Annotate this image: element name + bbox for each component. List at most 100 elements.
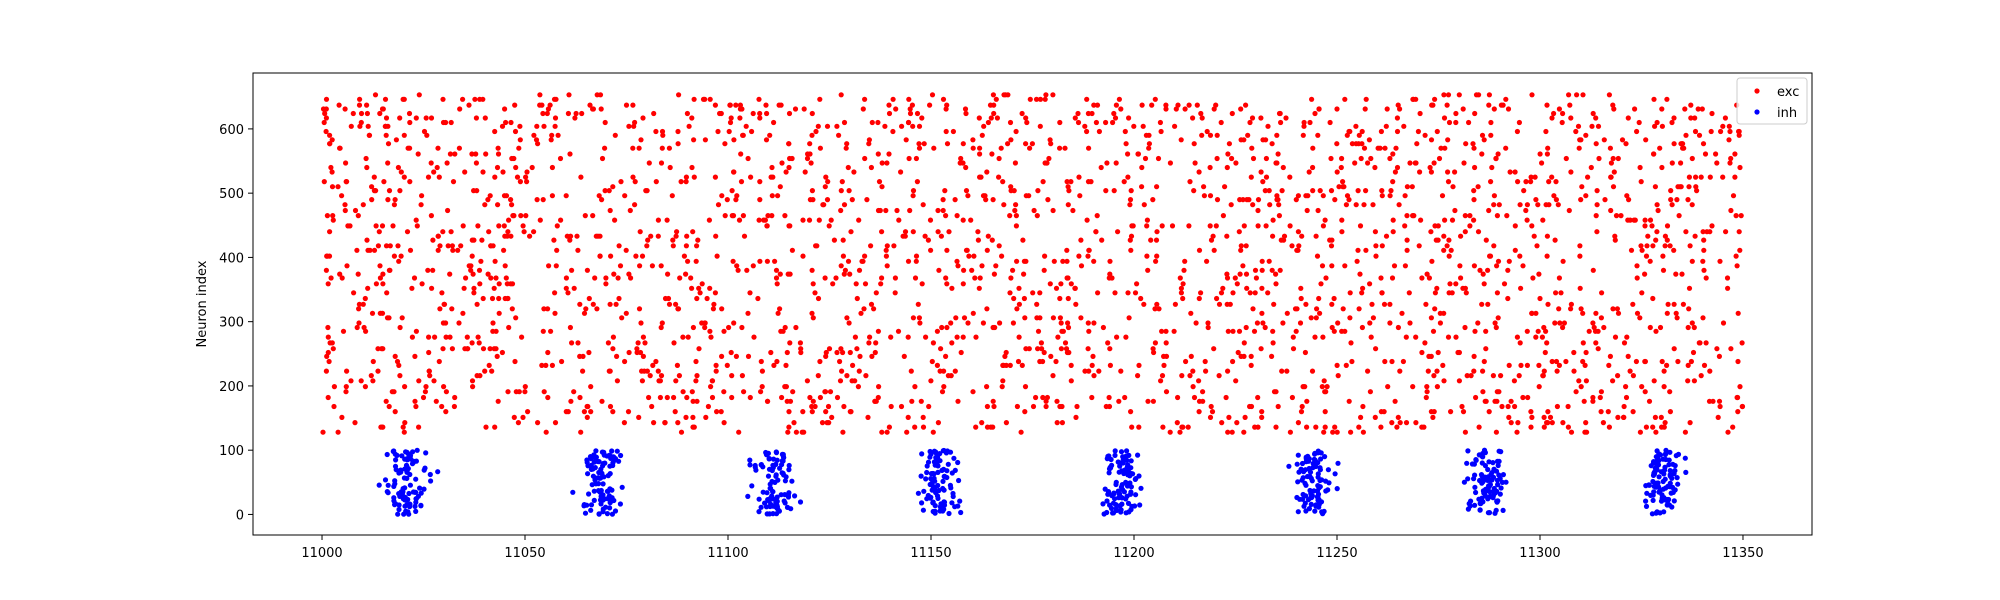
exc-spike-point (518, 213, 524, 219)
exc-spike-point (1152, 340, 1158, 346)
exc-spike-point (1023, 115, 1029, 121)
exc-spike-point (1716, 398, 1723, 404)
exc-spike-point (1219, 420, 1225, 426)
exc-spike-point (934, 362, 941, 368)
exc-spike-point (1078, 237, 1084, 243)
exc-spike-point (708, 384, 714, 390)
exc-spike-point (979, 263, 985, 269)
exc-spike-point (603, 275, 609, 281)
exc-spike-point (984, 169, 990, 175)
inh-spike-point (773, 461, 779, 467)
exc-spike-point (1714, 346, 1720, 352)
exc-spike-point (1005, 92, 1011, 98)
exc-spike-point (549, 164, 556, 171)
exc-spike-point (1046, 155, 1052, 162)
exc-spike-point (489, 368, 495, 374)
inh-spike-point (770, 488, 776, 495)
exc-spike-point (1244, 285, 1250, 291)
exc-spike-point (712, 174, 719, 180)
exc-spike-point (545, 349, 551, 356)
exc-spike-point (711, 301, 717, 307)
exc-spike-point (1583, 378, 1589, 384)
exc-spike-point (423, 384, 429, 390)
exc-spike-point (916, 145, 923, 151)
exc-spike-point (1276, 213, 1282, 219)
exc-spike-point (379, 310, 386, 316)
exc-spike-point (931, 145, 937, 151)
exc-spike-point (358, 378, 364, 384)
exc-spike-point (914, 110, 921, 117)
exc-spike-point (954, 213, 960, 219)
exc-spike-point (1410, 213, 1416, 219)
exc-spike-point (1442, 217, 1448, 223)
exc-spike-point (1058, 320, 1064, 326)
exc-spike-point (1255, 197, 1262, 203)
exc-spike-point (1179, 424, 1185, 430)
exc-spike-point (1134, 281, 1140, 287)
exc-spike-point (1583, 420, 1589, 426)
exc-spike-point (1270, 233, 1276, 239)
exc-spike-point (630, 102, 636, 108)
exc-spike-point (616, 295, 622, 302)
inh-spike-point (1485, 466, 1491, 473)
exc-spike-point (1263, 174, 1270, 180)
exc-spike-point (1682, 106, 1688, 112)
exc-spike-point (1214, 155, 1220, 162)
exc-spike-point (945, 373, 952, 379)
exc-spike-point (683, 174, 690, 180)
inh-spike-point (1104, 498, 1110, 504)
exc-spike-point (1207, 414, 1214, 420)
exc-spike-point (1735, 310, 1741, 316)
exc-spike-point (1247, 119, 1253, 126)
exc-spike-point (429, 285, 435, 291)
exc-spike-point (1460, 106, 1466, 112)
exc-spike-point (502, 263, 508, 269)
exc-spike-point (865, 414, 871, 420)
exc-spike-point (325, 324, 331, 331)
exc-spike-point (774, 281, 780, 287)
exc-spike-point (861, 306, 867, 312)
exc-spike-point (437, 306, 443, 312)
exc-spike-point (326, 358, 332, 365)
exc-spike-point (1524, 217, 1530, 223)
exc-spike-point (1505, 267, 1511, 273)
exc-spike-point (1008, 137, 1014, 143)
exc-spike-point (1438, 145, 1444, 151)
inh-spike-point (941, 466, 947, 472)
exc-spike-point (1735, 409, 1741, 415)
exc-spike-point (1353, 123, 1359, 129)
exc-spike-point (1485, 267, 1491, 273)
exc-spike-point (804, 378, 811, 384)
exc-spike-point (647, 373, 653, 379)
inh-spike-point (1117, 463, 1123, 469)
exc-spike-point (1700, 258, 1706, 264)
exc-spike-point (1434, 128, 1440, 135)
exc-spike-point (1301, 119, 1307, 126)
exc-spike-point (1161, 362, 1167, 368)
inh-spike-point (1303, 454, 1309, 460)
inh-spike-point (1667, 468, 1673, 474)
exc-spike-point (1329, 324, 1335, 331)
exc-spike-point (975, 229, 981, 235)
exc-spike-point (422, 389, 428, 395)
exc-spike-point (607, 207, 613, 214)
exc-spike-point (1664, 362, 1670, 368)
exc-spike-point (1335, 373, 1341, 379)
exc-spike-point (1289, 243, 1295, 249)
exc-spike-point (1692, 128, 1699, 135)
inh-spike-point (1321, 508, 1327, 514)
exc-spike-point (952, 197, 958, 203)
exc-spike-point (1545, 409, 1551, 415)
exc-spike-point (1354, 258, 1360, 264)
exc-spike-point (1334, 169, 1340, 175)
exc-spike-point (943, 213, 949, 219)
exc-spike-point (1020, 237, 1026, 243)
legend-marker-inh (1754, 109, 1760, 115)
exc-spike-point (595, 233, 601, 239)
exc-spike-point (1431, 409, 1437, 415)
x-tick-label: 11000 (301, 546, 342, 561)
inh-spike-point (915, 490, 922, 496)
exc-spike-point (383, 243, 390, 249)
exc-spike-point (1441, 310, 1447, 316)
